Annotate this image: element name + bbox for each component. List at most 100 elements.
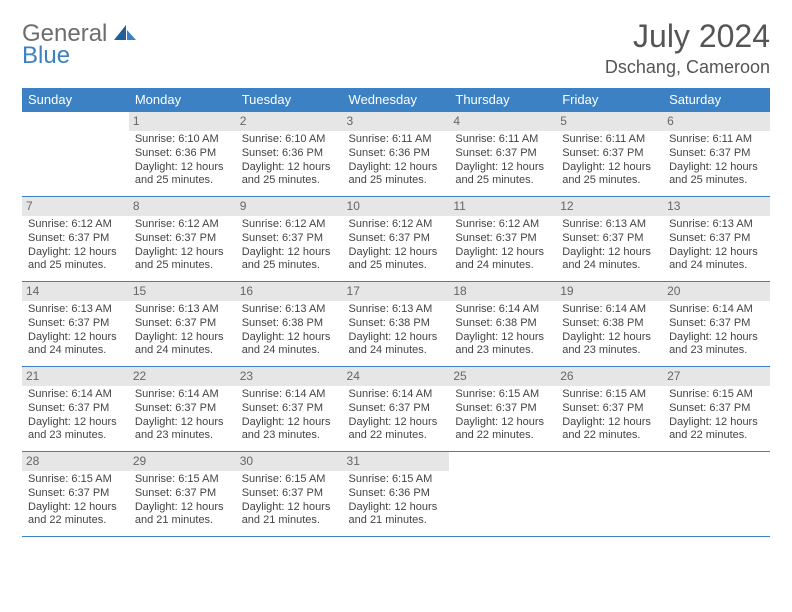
sunrise-line: Sunrise: 6:15 AM — [242, 473, 337, 487]
day-number: 5 — [556, 112, 663, 131]
day-number: 13 — [663, 197, 770, 216]
sunrise-line: Sunrise: 6:13 AM — [562, 218, 657, 232]
daylight-line: Daylight: 12 hours and 22 minutes. — [669, 416, 764, 444]
daylight-line: Daylight: 12 hours and 25 minutes. — [242, 246, 337, 274]
sunset-line: Sunset: 6:37 PM — [669, 317, 764, 331]
day-number: 21 — [22, 367, 129, 386]
daylight-line: Daylight: 12 hours and 24 minutes. — [455, 246, 550, 274]
day-number: 29 — [129, 452, 236, 471]
calendar-day-cell — [449, 452, 556, 537]
day-number: 18 — [449, 282, 556, 301]
day-number: 12 — [556, 197, 663, 216]
sunrise-line: Sunrise: 6:13 AM — [349, 303, 444, 317]
calendar-day-cell: 23Sunrise: 6:14 AMSunset: 6:37 PMDayligh… — [236, 367, 343, 452]
daylight-line: Daylight: 12 hours and 23 minutes. — [242, 416, 337, 444]
calendar-day-cell: 28Sunrise: 6:15 AMSunset: 6:37 PMDayligh… — [22, 452, 129, 537]
daylight-line: Daylight: 12 hours and 24 minutes. — [135, 331, 230, 359]
daylight-line: Daylight: 12 hours and 25 minutes. — [349, 246, 444, 274]
sunrise-line: Sunrise: 6:14 AM — [242, 388, 337, 402]
calendar-day-cell: 14Sunrise: 6:13 AMSunset: 6:37 PMDayligh… — [22, 282, 129, 367]
day-number: 15 — [129, 282, 236, 301]
sunset-line: Sunset: 6:37 PM — [135, 317, 230, 331]
daylight-line: Daylight: 12 hours and 21 minutes. — [135, 501, 230, 529]
sunrise-line: Sunrise: 6:10 AM — [242, 133, 337, 147]
weekday-header: Saturday — [663, 88, 770, 112]
sunrise-line: Sunrise: 6:15 AM — [349, 473, 444, 487]
calendar-day-cell: 30Sunrise: 6:15 AMSunset: 6:37 PMDayligh… — [236, 452, 343, 537]
calendar-week-row: 14Sunrise: 6:13 AMSunset: 6:37 PMDayligh… — [22, 282, 770, 367]
day-number: 16 — [236, 282, 343, 301]
sunrise-line: Sunrise: 6:11 AM — [669, 133, 764, 147]
calendar-body: 1Sunrise: 6:10 AMSunset: 6:36 PMDaylight… — [22, 112, 770, 537]
sunrise-line: Sunrise: 6:14 AM — [349, 388, 444, 402]
sunrise-line: Sunrise: 6:15 AM — [562, 388, 657, 402]
day-number: 19 — [556, 282, 663, 301]
day-number: 3 — [343, 112, 450, 131]
calendar-day-cell: 6Sunrise: 6:11 AMSunset: 6:37 PMDaylight… — [663, 112, 770, 197]
daylight-line: Daylight: 12 hours and 22 minutes. — [28, 501, 123, 529]
calendar-week-row: 28Sunrise: 6:15 AMSunset: 6:37 PMDayligh… — [22, 452, 770, 537]
calendar-day-cell: 19 Sunrise: 6:14 AMSunset: 6:38 PMDayligh… — [556, 282, 663, 367]
daylight-line: Daylight: 12 hours and 24 minutes. — [349, 331, 444, 359]
sunrise-line: Sunrise: 6:14 AM — [455, 303, 550, 317]
calendar-week-row: 1Sunrise: 6:10 AMSunset: 6:36 PMDaylight… — [22, 112, 770, 197]
daylight-line: Daylight: 12 hours and 24 minutes. — [28, 331, 123, 359]
daylight-line: Daylight: 12 hours and 23 minutes. — [28, 416, 123, 444]
calendar-table: Sunday Monday Tuesday Wednesday Thursday… — [22, 88, 770, 537]
sunset-line: Sunset: 6:37 PM — [135, 402, 230, 416]
calendar-day-cell: 15Sunrise: 6:13 AMSunset: 6:37 PMDayligh… — [129, 282, 236, 367]
day-number: 23 — [236, 367, 343, 386]
daylight-line: Daylight: 12 hours and 21 minutes. — [349, 501, 444, 529]
sunset-line: Sunset: 6:36 PM — [242, 147, 337, 161]
calendar-day-cell: 31Sunrise: 6:15 AMSunset: 6:36 PMDayligh… — [343, 452, 450, 537]
calendar-day-cell: 16Sunrise: 6:13 AMSunset: 6:38 PMDayligh… — [236, 282, 343, 367]
sunset-line: Sunset: 6:37 PM — [28, 487, 123, 501]
sunrise-line: Sunrise: 6:12 AM — [28, 218, 123, 232]
sunrise-line: Sunrise: 6:13 AM — [669, 218, 764, 232]
day-number: 24 — [343, 367, 450, 386]
daylight-line: Daylight: 12 hours and 23 minutes. — [455, 331, 550, 359]
day-number: 17 — [343, 282, 450, 301]
daylight-line: Daylight: 12 hours and 23 minutes. — [135, 416, 230, 444]
daylight-line: Daylight: 12 hours and 21 minutes. — [242, 501, 337, 529]
sunset-line: Sunset: 6:37 PM — [135, 487, 230, 501]
sunrise-line: Sunrise: 6:14 AM — [562, 303, 657, 317]
calendar-header-row: Sunday Monday Tuesday Wednesday Thursday… — [22, 88, 770, 112]
daylight-line: Daylight: 12 hours and 24 minutes. — [669, 246, 764, 274]
daylight-line: Daylight: 12 hours and 23 minutes. — [669, 331, 764, 359]
sunset-line: Sunset: 6:37 PM — [28, 402, 123, 416]
sunrise-line: Sunrise: 6:12 AM — [135, 218, 230, 232]
sunset-line: Sunset: 6:37 PM — [562, 147, 657, 161]
day-number: 1 — [129, 112, 236, 131]
sunset-line: Sunset: 6:37 PM — [349, 402, 444, 416]
daylight-line: Daylight: 12 hours and 25 minutes. — [562, 161, 657, 189]
sunset-line: Sunset: 6:37 PM — [455, 232, 550, 246]
sunset-line: Sunset: 6:36 PM — [135, 147, 230, 161]
logo-sail-icon — [114, 28, 136, 45]
daylight-line: Daylight: 12 hours and 25 minutes. — [455, 161, 550, 189]
sunrise-line: Sunrise: 6:12 AM — [242, 218, 337, 232]
sunrise-line: Sunrise: 6:15 AM — [135, 473, 230, 487]
day-number: 31 — [343, 452, 450, 471]
daylight-line: Daylight: 12 hours and 25 minutes. — [28, 246, 123, 274]
sunrise-line: Sunrise: 6:14 AM — [669, 303, 764, 317]
sunset-line: Sunset: 6:38 PM — [455, 317, 550, 331]
calendar-day-cell: 21Sunrise: 6:14 AMSunset: 6:37 PMDayligh… — [22, 367, 129, 452]
calendar-day-cell: 25Sunrise: 6:15 AMSunset: 6:37 PMDayligh… — [449, 367, 556, 452]
daylight-line: Daylight: 12 hours and 22 minutes. — [562, 416, 657, 444]
calendar-day-cell: 3Sunrise: 6:11 AMSunset: 6:36 PMDaylight… — [343, 112, 450, 197]
sunrise-line: Sunrise: 6:10 AM — [135, 133, 230, 147]
sunset-line: Sunset: 6:38 PM — [562, 317, 657, 331]
sunset-line: Sunset: 6:37 PM — [669, 402, 764, 416]
calendar-day-cell — [556, 452, 663, 537]
weekday-header: Monday — [129, 88, 236, 112]
calendar-day-cell: 18 Sunrise: 6:14 AMSunset: 6:38 PMDayligh… — [449, 282, 556, 367]
calendar-day-cell: 10Sunrise: 6:12 AMSunset: 6:37 PMDayligh… — [343, 197, 450, 282]
logo-text: General Blue — [22, 22, 136, 68]
day-number: 27 — [663, 367, 770, 386]
sunset-line: Sunset: 6:37 PM — [28, 232, 123, 246]
weekday-header: Wednesday — [343, 88, 450, 112]
daylight-line: Daylight: 12 hours and 23 minutes. — [562, 331, 657, 359]
day-number: 9 — [236, 197, 343, 216]
sunrise-line: Sunrise: 6:13 AM — [28, 303, 123, 317]
